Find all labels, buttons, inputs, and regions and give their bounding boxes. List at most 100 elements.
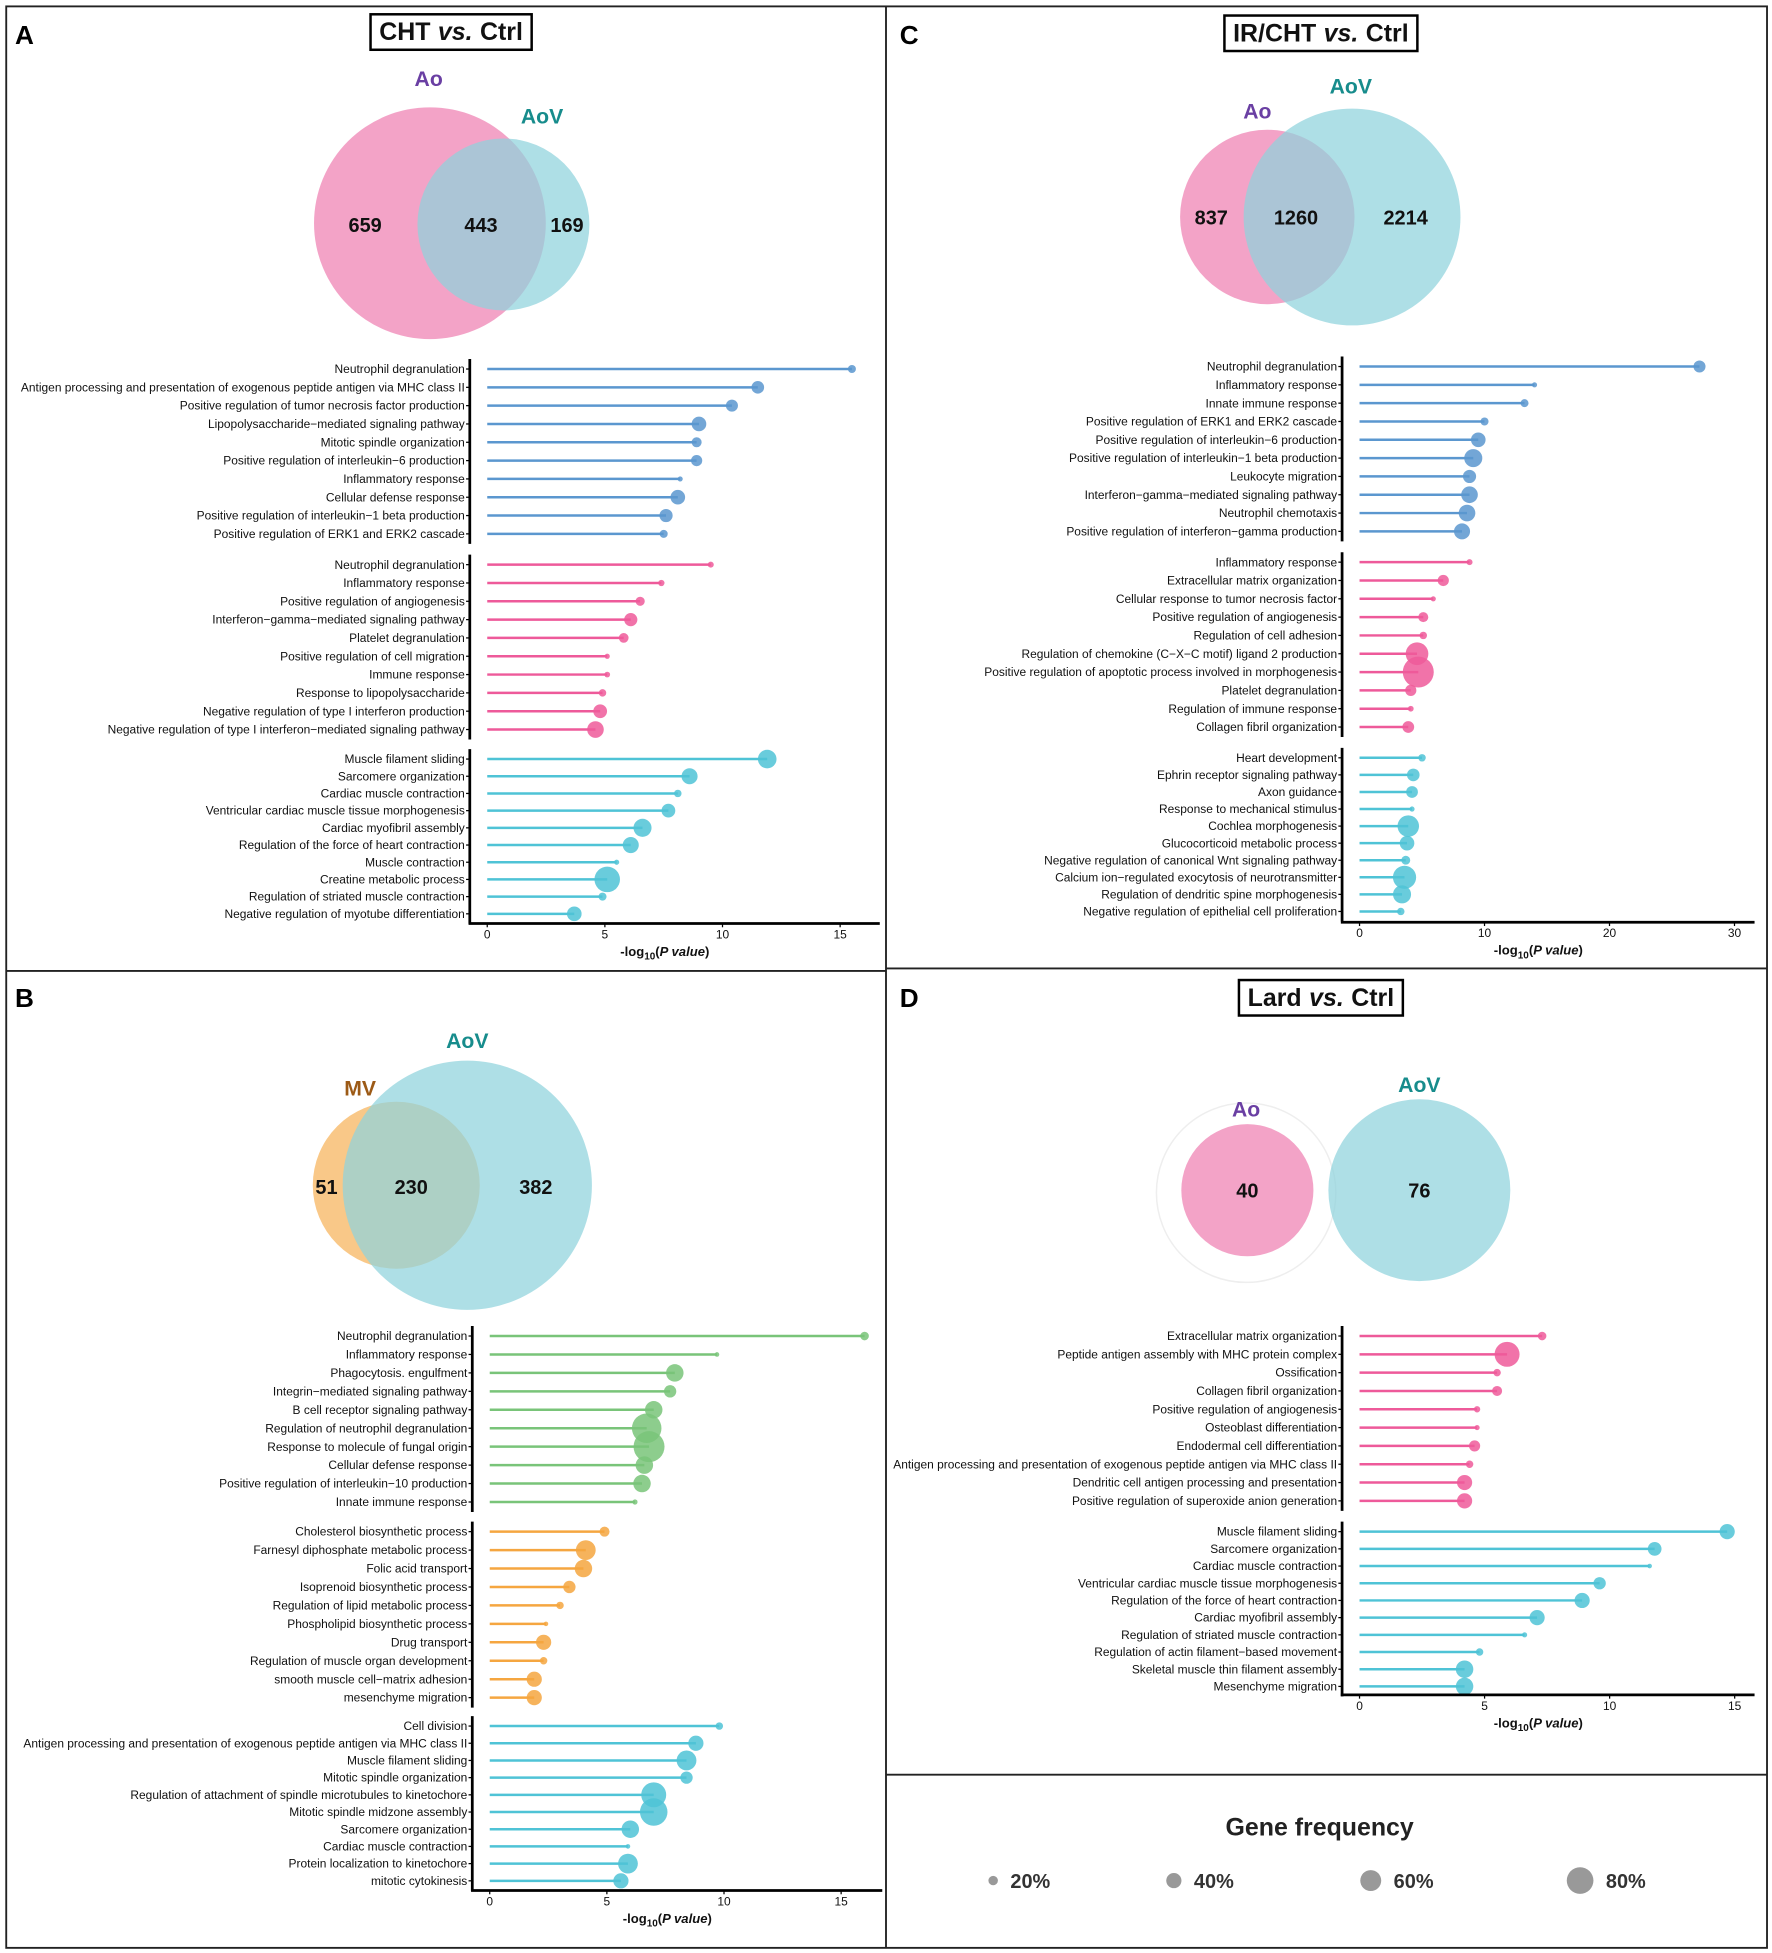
term-row: Osteoblast differentiation	[1205, 1421, 1480, 1435]
term-row: mitotic cytokinesis	[371, 1873, 629, 1889]
xlabel-open: (	[655, 944, 660, 959]
term-group-cyan: Muscle filament sliding Sarcomere organiz…	[1078, 1521, 1735, 1697]
term-row: Negative regulation of myotube different…	[224, 906, 582, 922]
term-label: Sarcomere organization	[1210, 1542, 1337, 1556]
term-label: Regulation of the force of heart contrac…	[1111, 1594, 1337, 1608]
panel-title-box	[369, 13, 533, 52]
lollipop-point	[1405, 684, 1417, 696]
term-label: B cell receptor signaling pathway	[293, 1403, 468, 1417]
lollipop-point	[621, 1820, 640, 1838]
term-label: Negative regulation of myotube different…	[224, 907, 464, 921]
lollipop-point	[1537, 1331, 1547, 1341]
term-label: Drug transport	[391, 1635, 468, 1649]
legend-item: 80%	[1566, 1867, 1646, 1894]
term-row: Mitotic spindle organization	[321, 435, 702, 449]
x-tick-label: 15	[834, 1894, 848, 1908]
panel-title-text: CHT vs. Ctrl	[379, 18, 523, 46]
x-axis-title: -log10(P value)	[1494, 943, 1583, 962]
legend-item: 40%	[1166, 1871, 1234, 1893]
legend-label: 20%	[1010, 1871, 1050, 1893]
term-row: Positive regulation of interleukin−6 pro…	[1096, 432, 1486, 448]
term-label: Positive regulation of interferon−gamma …	[1066, 524, 1337, 538]
term-row: Negative regulation of epithelial cell p…	[1083, 905, 1405, 919]
legend-dot	[1360, 1870, 1382, 1892]
term-label: Positive regulation of interleukin−6 pro…	[1096, 433, 1338, 447]
lollipop-point	[1475, 1648, 1484, 1656]
venn-overlap-count: 230	[395, 1177, 428, 1199]
xlabel-italic: P value	[660, 944, 705, 959]
term-row: Negative regulation of canonical Wnt sig…	[1044, 853, 1411, 867]
term-row: Regulation of actin filament−based movem…	[1094, 1645, 1484, 1659]
venn-overlap-count: 443	[464, 215, 497, 237]
term-group-pink: Neutrophil degranulation Inflammatory res…	[108, 554, 714, 740]
term-row: Platelet degranulation	[1221, 684, 1417, 698]
term-row: Inflammatory response	[1216, 378, 1538, 392]
term-row: Cardiac muscle contraction	[1193, 1559, 1652, 1573]
term-row: Collagen fibril organization	[1196, 720, 1415, 734]
term-label: Ventricular cardiac muscle tissue morpho…	[1078, 1576, 1337, 1590]
term-label: Neutrophil degranulation	[337, 1329, 467, 1343]
xlabel-close: )	[707, 1911, 711, 1926]
lollipop-point	[1406, 768, 1420, 782]
term-row: Regulation of immune response	[1168, 702, 1414, 716]
lollipop-point	[1473, 1406, 1481, 1413]
panel-label: D	[900, 983, 919, 1013]
venn-set-name: Ao	[1232, 1099, 1260, 1122]
term-label: Cellular response to tumor necrosis fact…	[1116, 592, 1337, 606]
term-row: Positive regulation of interleukin−1 bet…	[197, 509, 673, 523]
term-label: Mitotic spindle midzone assembly	[289, 1805, 467, 1819]
term-row: Negative regulation of type I interferon…	[203, 704, 608, 718]
lollipop-point	[1392, 885, 1412, 904]
lollipop-point	[1456, 1493, 1473, 1509]
term-row: Calcium ion−regulated exocytosis of neur…	[1055, 865, 1417, 889]
term-group-blue: Neutrophil degranulation Inflammatory res…	[1066, 356, 1706, 542]
term-row: Regulation of attachment of spindle micr…	[130, 1782, 667, 1808]
term-label: Antigen processing and presentation of e…	[21, 380, 465, 394]
legend-label: 80%	[1606, 1871, 1646, 1893]
term-label: Skeletal muscle thin filament assembly	[1132, 1662, 1337, 1676]
title-part: Lard	[1248, 984, 1302, 1012]
term-label: smooth muscle cell−matrix adhesion	[274, 1672, 467, 1686]
term-row: Sarcomere organization	[338, 768, 698, 785]
term-row: Regulation of dendritic spine morphogene…	[1101, 885, 1412, 904]
lollipop-point	[1401, 855, 1411, 865]
x-axis-title: -log10(P value)	[620, 944, 709, 963]
venn-set-name: MV	[344, 1078, 376, 1101]
term-label: Interferon−gamma−mediated signaling path…	[1085, 488, 1338, 502]
term-label: Farnesyl diphosphate metabolic process	[253, 1543, 467, 1557]
term-label: Antigen processing and presentation of e…	[893, 1457, 1337, 1471]
xlabel-prefix: -log	[1494, 1715, 1518, 1730]
xlabel-prefix: -log	[623, 1911, 647, 1926]
term-label: Innate immune response	[336, 1495, 468, 1509]
lollipop-point	[670, 489, 686, 505]
term-label: Regulation of striated muscle contractio…	[1121, 1628, 1337, 1642]
gene-frequency-legend: Gene frequency 20% 40% 60% 80%	[988, 1814, 1646, 1894]
term-label: Folic acid transport	[366, 1562, 468, 1576]
term-label: Inflammatory response	[1216, 378, 1338, 392]
term-row: Positive regulation of superoxide anion …	[1072, 1493, 1473, 1509]
xlabel-sub: 10	[1518, 1723, 1530, 1734]
panel-label: C	[900, 20, 919, 50]
term-label: Cochlea morphogenesis	[1208, 819, 1337, 833]
term-label: Positive regulation of angiogenesis	[1152, 610, 1337, 624]
term-label: Phagocytosis. engulfment	[330, 1366, 468, 1380]
lollipop-point	[659, 508, 673, 523]
term-label: Osteoblast differentiation	[1205, 1421, 1337, 1435]
venn-count: 2214	[1383, 207, 1427, 229]
panel-d: D Lard vs. Ctrl Ao AoV 40 76 Extracellular matri…	[893, 978, 1755, 1734]
venn-set-name: AoV	[1330, 76, 1372, 99]
lollipop-point	[707, 561, 714, 568]
panel-label: B	[15, 983, 34, 1013]
x-axis: 0 5 10 15-log10(P value)	[468, 922, 880, 963]
term-row: Regulation of striated muscle contractio…	[1121, 1628, 1528, 1642]
term-group-cyan: Heart development Ephrin receptor signali…	[1044, 747, 1426, 922]
term-label: Positive regulation of interleukin−1 bet…	[1069, 451, 1337, 465]
lollipop-point	[604, 671, 611, 678]
term-row: Integrin−mediated signaling pathway	[273, 1384, 677, 1398]
term-row: Response to molecule of fungal origin	[267, 1431, 665, 1463]
legend-item: 60%	[1360, 1870, 1434, 1893]
term-row: Cochlea morphogenesis	[1208, 815, 1420, 837]
lollipop-point	[625, 1844, 631, 1849]
lollipop-point	[1456, 1474, 1473, 1491]
term-label: Regulation of lipid metabolic process	[273, 1599, 468, 1613]
